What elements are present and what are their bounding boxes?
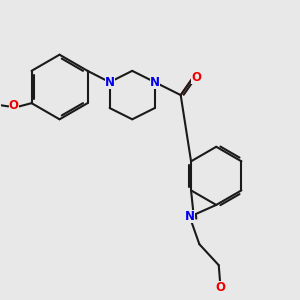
Text: N: N (150, 76, 160, 89)
Text: O: O (191, 71, 201, 84)
Text: N: N (105, 76, 115, 89)
Text: O: O (215, 281, 225, 294)
Text: N: N (185, 210, 195, 223)
Text: O: O (9, 99, 19, 112)
